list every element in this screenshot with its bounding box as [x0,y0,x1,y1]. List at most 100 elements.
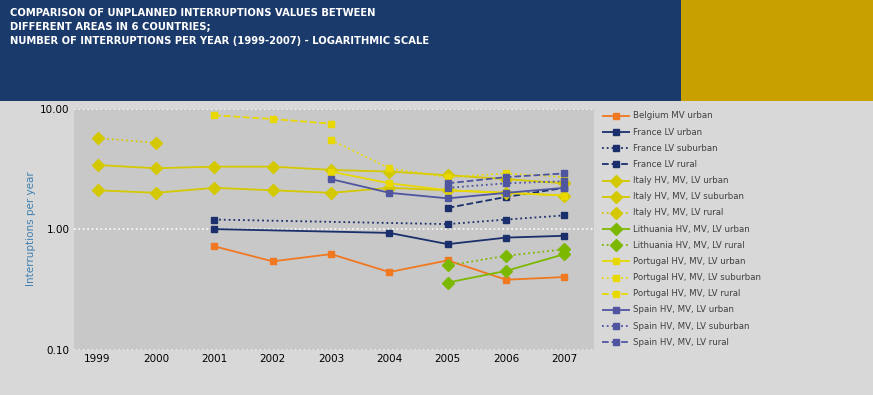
Line: Italy HV, MV, LV suburban: Italy HV, MV, LV suburban [93,161,568,188]
Spain HV, MV, LV urban [326,177,336,181]
Portugal HV, MV, LV rural [326,121,336,126]
France LV rural [560,186,570,190]
Italy HV, MV, LV suburban [384,169,395,174]
Spain HV, MV, LV suburban [443,186,453,190]
Belgium MV urban [267,259,278,264]
Spain HV, MV, LV urban [384,190,395,195]
France LV rural [443,205,453,210]
Italy HV, MV, LV rural [151,141,162,145]
France LV urban [560,233,570,238]
Lithuania HV, MV, LV urban [560,252,570,256]
Spain HV, MV, LV rural [443,181,453,186]
France LV suburban [560,213,570,218]
Line: Belgium MV urban: Belgium MV urban [211,243,567,282]
Italy HV, MV, LV suburban [209,164,219,169]
Line: France LV urban: France LV urban [211,226,567,247]
Portugal HV, MV, LV urban [443,188,453,193]
Portugal HV, MV, LV suburban [384,166,395,171]
Text: COMPARISON OF UNPLANNED INTERRUPTIONS VALUES BETWEEN
DIFFERENT AREAS IN 6 COUNTR: COMPARISON OF UNPLANNED INTERRUPTIONS VA… [10,8,430,46]
France LV urban [443,242,453,246]
Lithuania HV, MV, LV urban [443,280,453,285]
France LV urban [384,231,395,235]
Belgium MV urban [384,270,395,275]
Portugal HV, MV, LV urban [560,193,570,198]
Spain HV, MV, LV urban [560,186,570,190]
France LV urban [209,227,219,231]
Text: France LV urban: France LV urban [633,128,702,137]
Lithuania HV, MV, LV rural [501,254,512,258]
Text: France LV suburban: France LV suburban [633,144,718,153]
Italy HV, MV, LV urban [209,186,219,190]
Italy HV, MV, LV suburban [93,163,103,167]
Belgium MV urban [501,277,512,282]
Lithuania HV, MV, LV rural [443,263,453,268]
Lithuania HV, MV, LV rural [560,247,570,252]
Line: Spain HV, MV, LV rural: Spain HV, MV, LV rural [445,171,567,186]
France LV urban [501,235,512,240]
Line: France LV suburban: France LV suburban [211,213,567,227]
Spain HV, MV, LV suburban [501,181,512,186]
Text: Portugal HV, MV, LV rural: Portugal HV, MV, LV rural [633,289,740,298]
Spain HV, MV, LV rural [560,171,570,176]
Portugal HV, MV, LV rural [209,113,219,118]
Text: Spain HV, MV, LV suburban: Spain HV, MV, LV suburban [633,322,749,331]
Line: Portugal HV, MV, LV rural: Portugal HV, MV, LV rural [211,113,333,126]
Spain HV, MV, LV urban [443,196,453,201]
Line: Lithuania HV, MV, LV urban: Lithuania HV, MV, LV urban [443,250,568,287]
Belgium MV urban [326,252,336,256]
Italy HV, MV, LV suburban [267,164,278,169]
Belgium MV urban [209,244,219,249]
France LV suburban [443,222,453,226]
Italy HV, MV, LV suburban [326,167,336,172]
Line: Lithuania HV, MV, LV rural: Lithuania HV, MV, LV rural [443,245,568,269]
Line: Portugal HV, MV, LV urban: Portugal HV, MV, LV urban [328,169,567,198]
Line: Portugal HV, MV, LV suburban: Portugal HV, MV, LV suburban [328,137,567,180]
Italy HV, MV, LV urban [560,193,570,198]
Y-axis label: Interruptions per year: Interruptions per year [25,172,36,286]
Line: France LV rural: France LV rural [445,185,567,211]
Portugal HV, MV, LV rural [267,117,278,121]
Spain HV, MV, LV suburban [560,179,570,184]
Portugal HV, MV, LV suburban [501,171,512,176]
Line: Spain HV, MV, LV urban: Spain HV, MV, LV urban [328,176,567,201]
Portugal HV, MV, LV urban [501,190,512,195]
Italy HV, MV, LV suburban [443,173,453,178]
Italy HV, MV, LV urban [326,190,336,195]
Italy HV, MV, LV urban [267,188,278,193]
Spain HV, MV, LV rural [501,175,512,179]
Text: Lithuania HV, MV, LV rural: Lithuania HV, MV, LV rural [633,241,745,250]
Text: Spain HV, MV, LV urban: Spain HV, MV, LV urban [633,305,733,314]
Italy HV, MV, LV urban [443,188,453,193]
Italy HV, MV, LV urban [501,190,512,195]
Text: Italy HV, MV, LV urban: Italy HV, MV, LV urban [633,176,728,185]
Text: Italy HV, MV, LV rural: Italy HV, MV, LV rural [633,209,723,217]
Lithuania HV, MV, LV urban [501,269,512,273]
Belgium MV urban [560,275,570,279]
Italy HV, MV, LV suburban [560,181,570,186]
Italy HV, MV, LV urban [151,190,162,195]
Belgium MV urban [443,258,453,263]
Text: Spain HV, MV, LV rural: Spain HV, MV, LV rural [633,338,729,347]
France LV rural [501,195,512,199]
Line: Spain HV, MV, LV suburban: Spain HV, MV, LV suburban [445,179,567,191]
Text: Portugal HV, MV, LV suburban: Portugal HV, MV, LV suburban [633,273,760,282]
France LV suburban [209,217,219,222]
Text: France LV rural: France LV rural [633,160,697,169]
Text: Portugal HV, MV, LV urban: Portugal HV, MV, LV urban [633,257,746,266]
France LV suburban [501,217,512,222]
Italy HV, MV, LV urban [93,188,103,193]
Line: Italy HV, MV, LV urban: Italy HV, MV, LV urban [93,184,568,200]
Italy HV, MV, LV urban [384,186,395,190]
Italy HV, MV, LV suburban [501,177,512,181]
Portugal HV, MV, LV urban [384,181,395,186]
Text: Lithuania HV, MV, LV urban: Lithuania HV, MV, LV urban [633,225,750,233]
Italy HV, MV, LV rural [93,135,103,140]
Portugal HV, MV, LV suburban [443,175,453,179]
Portugal HV, MV, LV suburban [326,137,336,142]
Spain HV, MV, LV urban [501,190,512,195]
Portugal HV, MV, LV urban [326,169,336,174]
Text: Italy HV, MV, LV suburban: Italy HV, MV, LV suburban [633,192,744,201]
Italy HV, MV, LV suburban [151,166,162,171]
Portugal HV, MV, LV suburban [560,175,570,179]
Line: Italy HV, MV, LV rural: Italy HV, MV, LV rural [93,134,160,147]
